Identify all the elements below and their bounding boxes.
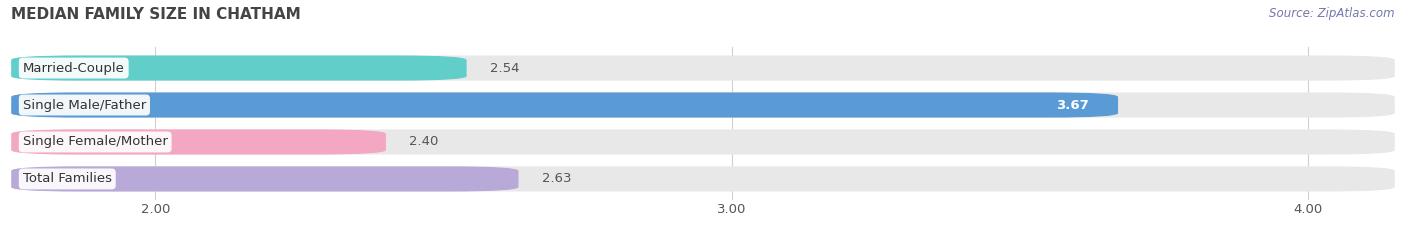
Text: 2.54: 2.54 <box>489 62 519 75</box>
FancyBboxPatch shape <box>11 166 1395 192</box>
FancyBboxPatch shape <box>11 166 519 192</box>
Text: Total Families: Total Families <box>22 172 112 185</box>
Text: Single Female/Mother: Single Female/Mother <box>22 135 167 148</box>
Text: MEDIAN FAMILY SIZE IN CHATHAM: MEDIAN FAMILY SIZE IN CHATHAM <box>11 7 301 22</box>
FancyBboxPatch shape <box>11 55 1395 81</box>
FancyBboxPatch shape <box>11 129 385 154</box>
Text: 3.67: 3.67 <box>1056 99 1090 112</box>
Text: 2.40: 2.40 <box>409 135 439 148</box>
Text: Single Male/Father: Single Male/Father <box>22 99 146 112</box>
Text: 2.63: 2.63 <box>541 172 571 185</box>
FancyBboxPatch shape <box>11 93 1395 118</box>
Text: Source: ZipAtlas.com: Source: ZipAtlas.com <box>1270 7 1395 20</box>
Text: Married-Couple: Married-Couple <box>22 62 125 75</box>
FancyBboxPatch shape <box>11 93 1118 118</box>
FancyBboxPatch shape <box>11 55 467 81</box>
FancyBboxPatch shape <box>11 129 1395 154</box>
